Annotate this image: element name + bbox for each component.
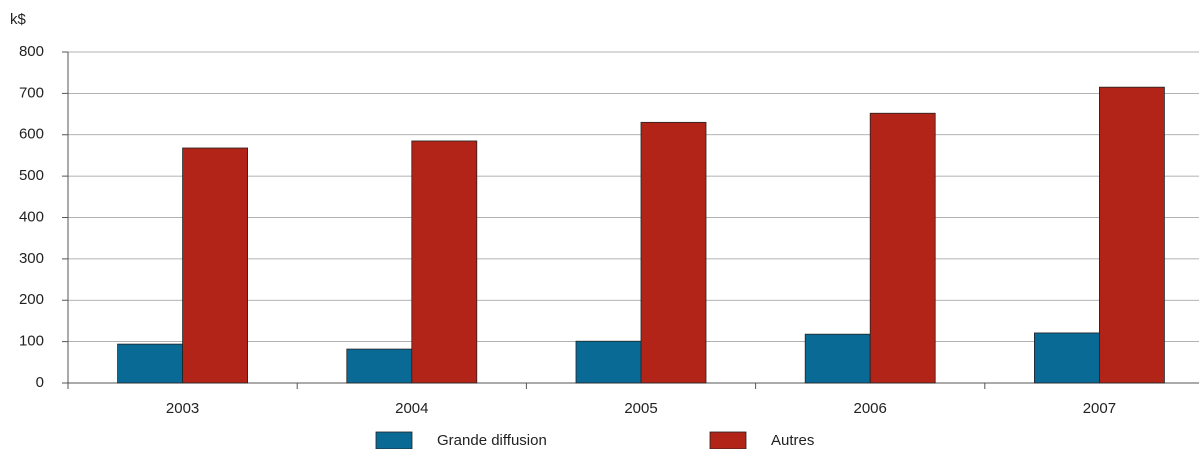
- bar: [575, 340, 642, 384]
- legend-swatch: [709, 431, 747, 450]
- x-tick-label: 2003: [166, 400, 199, 417]
- y-tick-label: 800: [19, 43, 44, 60]
- legend-label: Grande diffusion: [437, 432, 547, 449]
- y-tick-label: 0: [36, 374, 44, 391]
- bar: [182, 147, 249, 384]
- y-tick-label: 600: [19, 126, 44, 143]
- bar: [640, 121, 707, 384]
- y-tick-label: 200: [19, 291, 44, 308]
- bar: [869, 112, 936, 384]
- x-tick-label: 2006: [854, 400, 887, 417]
- y-tick-label: 300: [19, 250, 44, 267]
- bar: [346, 348, 413, 384]
- y-tick-label: 500: [19, 167, 44, 184]
- y-tick-label: 100: [19, 333, 44, 350]
- legend-swatch: [375, 431, 413, 450]
- bar: [117, 343, 183, 384]
- y-axis-label: k$: [10, 11, 27, 28]
- y-tick-label: 400: [19, 208, 44, 225]
- bar: [1099, 86, 1165, 384]
- bar: [1034, 332, 1100, 384]
- x-tick-label: 2005: [624, 400, 657, 417]
- x-tick-label: 2004: [395, 400, 428, 417]
- bar: [411, 140, 478, 384]
- x-tick-label: 2007: [1083, 400, 1116, 417]
- bar: [804, 333, 871, 384]
- legend-label: Autres: [771, 432, 814, 449]
- y-tick-label: 700: [19, 84, 44, 101]
